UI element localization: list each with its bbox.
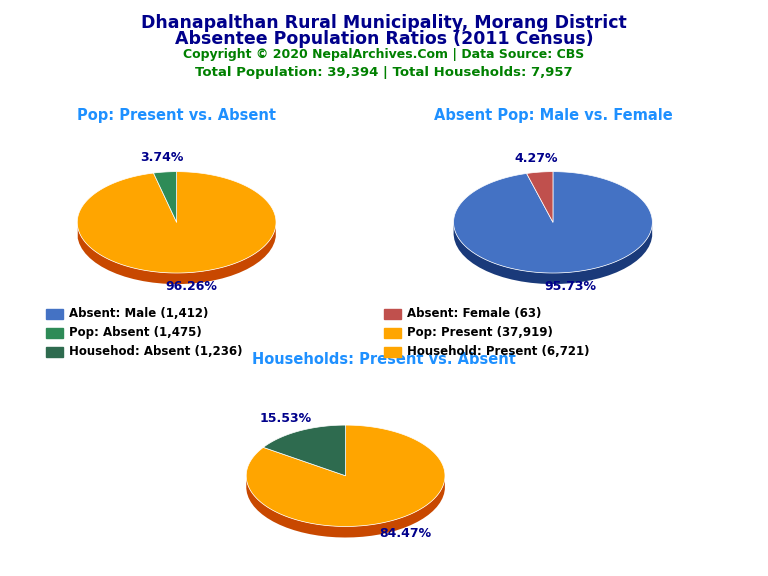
Text: Absent: Male (1,412): Absent: Male (1,412)	[69, 307, 208, 320]
Text: Househod: Absent (1,236): Househod: Absent (1,236)	[69, 345, 243, 358]
Text: Pop: Absent (1,475): Pop: Absent (1,475)	[69, 326, 202, 339]
Text: Absent: Female (63): Absent: Female (63)	[407, 307, 541, 320]
Text: 96.26%: 96.26%	[166, 281, 217, 293]
Polygon shape	[78, 172, 276, 273]
Text: Copyright © 2020 NepalArchives.Com | Data Source: CBS: Copyright © 2020 NepalArchives.Com | Dat…	[184, 48, 584, 62]
Polygon shape	[527, 172, 553, 222]
Polygon shape	[247, 425, 445, 526]
Polygon shape	[454, 223, 652, 284]
Polygon shape	[78, 226, 276, 284]
Text: Household: Present (6,721): Household: Present (6,721)	[407, 345, 590, 358]
Text: 15.53%: 15.53%	[260, 412, 312, 425]
Text: Absent Pop: Male vs. Female: Absent Pop: Male vs. Female	[434, 108, 672, 123]
Polygon shape	[154, 172, 177, 222]
Polygon shape	[263, 425, 346, 476]
Text: 3.74%: 3.74%	[140, 151, 184, 164]
Polygon shape	[454, 172, 652, 273]
Polygon shape	[247, 478, 445, 537]
Text: 84.47%: 84.47%	[379, 526, 432, 540]
Text: Pop: Present (37,919): Pop: Present (37,919)	[407, 326, 553, 339]
Text: Absentee Population Ratios (2011 Census): Absentee Population Ratios (2011 Census)	[174, 30, 594, 48]
Text: 95.73%: 95.73%	[544, 280, 596, 293]
Text: Households: Present vs. Absent: Households: Present vs. Absent	[252, 353, 516, 367]
Text: 4.27%: 4.27%	[515, 151, 558, 165]
Text: Pop: Present vs. Absent: Pop: Present vs. Absent	[77, 108, 276, 123]
Text: Total Population: 39,394 | Total Households: 7,957: Total Population: 39,394 | Total Househo…	[195, 66, 573, 79]
Text: Dhanapalthan Rural Municipality, Morang District: Dhanapalthan Rural Municipality, Morang …	[141, 14, 627, 32]
